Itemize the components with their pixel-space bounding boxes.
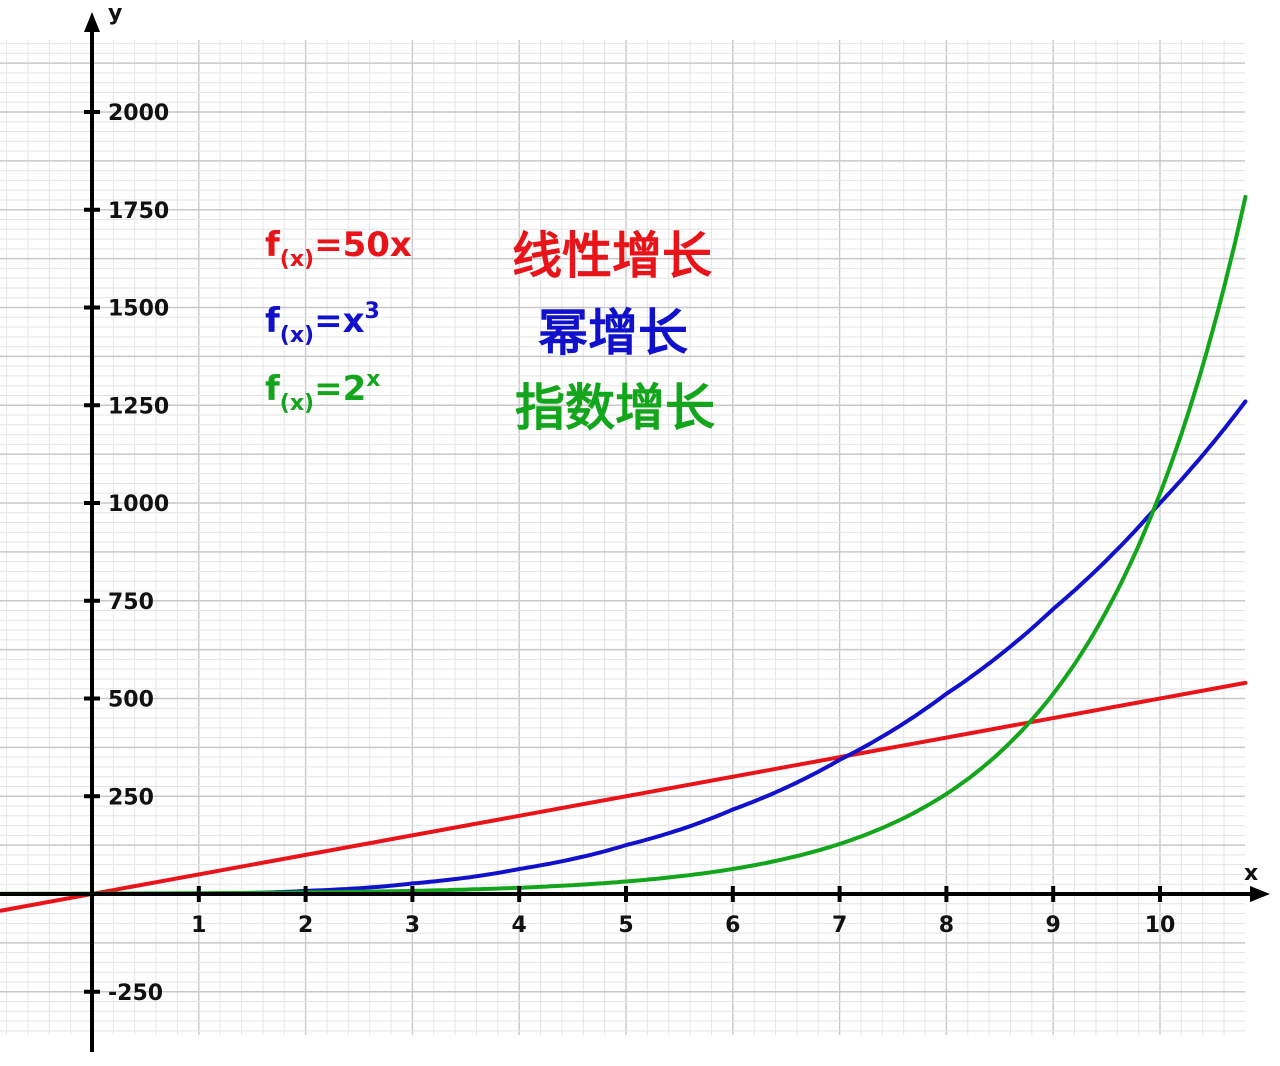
legend: f(x)=50x 线性增长 f(x)=x3 幂增长 f(x)=2x 指数增长 xyxy=(265,225,715,437)
ticks: 1 2 3 4 5 6 7 8 9 10 -250 250 500 750 1000 1250 1500 1750… xyxy=(84,101,1175,1006)
y-tick-label: 1750 xyxy=(108,199,169,224)
legend-formula-3: f(x)=2x xyxy=(265,367,380,416)
x-tick-label: 10 xyxy=(1145,913,1176,938)
legend-formula-2: f(x)=x3 xyxy=(265,299,380,348)
y-tick-label: 1250 xyxy=(108,394,169,419)
y-tick-label: -250 xyxy=(108,981,163,1006)
series-line-1 xyxy=(0,680,1248,913)
y-tick-label: 750 xyxy=(108,590,154,615)
x-axis-arrow-icon xyxy=(1250,886,1270,902)
x-tick-label: 3 xyxy=(405,913,420,938)
x-tick-label: 5 xyxy=(618,913,633,938)
legend-name-1: 线性增长 xyxy=(512,227,712,285)
legend-name-2: 幂增长 xyxy=(538,304,688,362)
y-tick-label: 1000 xyxy=(108,492,169,517)
axes: x y xyxy=(0,1,1270,1052)
x-tick-label: 4 xyxy=(512,913,527,938)
x-tick-label: 7 xyxy=(832,913,847,938)
series-line-3 xyxy=(0,194,1248,896)
legend-name-3: 指数增长 xyxy=(515,379,715,437)
grid xyxy=(0,40,1245,1035)
x-tick-label: 8 xyxy=(939,913,954,938)
x-axis-label: x xyxy=(1244,861,1258,886)
y-axis-label: y xyxy=(108,1,122,26)
y-tick-label: 500 xyxy=(108,688,154,713)
x-tick-label: 2 xyxy=(298,913,313,938)
y-tick-label: 2000 xyxy=(108,101,169,126)
legend-formula-1: f(x)=50x xyxy=(265,225,412,272)
y-tick-label: 1500 xyxy=(108,297,169,322)
x-tick-label: 1 xyxy=(191,913,206,938)
y-tick-label: 250 xyxy=(108,785,154,810)
x-tick-label: 6 xyxy=(725,913,740,938)
y-axis-arrow-icon xyxy=(84,12,100,32)
x-tick-label: 9 xyxy=(1046,913,1061,938)
